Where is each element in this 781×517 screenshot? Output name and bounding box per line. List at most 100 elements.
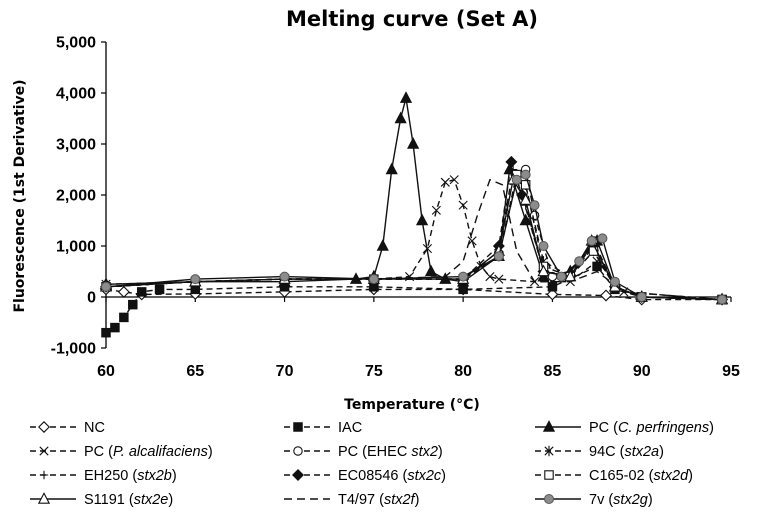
legend-label: NC — [84, 420, 105, 436]
data-point — [128, 299, 138, 310]
data-point — [511, 174, 522, 185]
data-point — [440, 177, 450, 187]
legend-marker — [292, 469, 304, 481]
legend-item-c165-02-stx2d: C165-02 (stx2d) — [535, 468, 693, 484]
legend-item-eh250-stx2b: EH250 (stx2b) — [30, 468, 177, 484]
y-tick-label: 5,000 — [56, 35, 96, 52]
y-tick-label: 0 — [87, 290, 96, 307]
data-point — [458, 200, 468, 210]
legend-label: S1191 (stx2e) — [84, 492, 173, 508]
series-pc-c-perfringens — [99, 91, 729, 305]
chart-title: Melting curve (Set A) — [286, 7, 538, 31]
data-point — [399, 91, 413, 103]
y-tick-label: 2,000 — [56, 188, 96, 205]
legend-label-italic: stx2d — [653, 468, 689, 484]
legend-label-suffix: ) — [208, 444, 213, 460]
data-point — [600, 289, 612, 302]
legend-marker — [293, 422, 303, 432]
data-point — [449, 175, 459, 185]
legend-label-italic: C. perfringens — [618, 420, 709, 436]
y-tick-label: -1,000 — [51, 341, 96, 358]
data-point — [547, 282, 558, 292]
legend-label-suffix: ) — [438, 444, 443, 460]
series-layer — [99, 91, 729, 338]
legend-label-main: NC — [84, 420, 105, 436]
data-point — [485, 272, 495, 282]
legend-label: T4/97 (stx2f) — [338, 492, 419, 508]
data-point — [609, 276, 620, 287]
legend-label-italic: stx2 — [411, 444, 438, 460]
legend-item-s1191-stx2e: S1191 (stx2e) — [30, 492, 173, 508]
legend: NC IAC PC (C. perfringens)PC (P. alcalifac… — [30, 420, 714, 508]
x-tick-label: 65 — [186, 363, 204, 380]
series-s1191-stx2e — [99, 172, 729, 305]
data-point — [537, 264, 550, 277]
x-tick-label: 60 — [97, 363, 115, 380]
legend-marker — [544, 494, 554, 504]
legend-label: EC08546 (stx2c) — [338, 468, 446, 484]
x-tick-label: 75 — [365, 363, 383, 380]
legend-item-pc-p-alcalifaciens: PC (P. alcalifaciens) — [30, 444, 213, 460]
legend-label: 7v (stx2g) — [589, 492, 653, 508]
legend-item-94c-stx2a: 94C (stx2a) — [535, 444, 664, 460]
legend-label-main: PC ( — [84, 444, 113, 460]
legend-label-italic: stx2c — [407, 468, 442, 484]
x-tick-label: 70 — [276, 363, 294, 380]
legend-label-suffix: ) — [441, 468, 446, 484]
legend-label-italic: stx2f — [384, 492, 417, 508]
series-line — [105, 265, 723, 334]
data-point — [493, 251, 504, 262]
legend-label-italic: P. alcalifaciens — [113, 444, 208, 460]
legend-item-iac: IAC — [284, 420, 362, 436]
x-tick-label: 85 — [544, 363, 562, 380]
legend-marker — [544, 470, 554, 480]
legend-marker — [39, 470, 49, 480]
legend-label-suffix: ) — [659, 444, 664, 460]
data-point — [154, 284, 165, 295]
data-point — [394, 111, 407, 124]
data-point — [415, 213, 429, 226]
legend-marker — [542, 420, 556, 432]
data-point — [385, 162, 398, 175]
legend-item-ec08546-stx2c: EC08546 (stx2c) — [284, 468, 446, 484]
data-point — [519, 193, 532, 205]
legend-label: PC (EHEC stx2) — [338, 444, 443, 460]
data-point — [110, 322, 120, 333]
legend-label: PC (P. alcalifaciens) — [84, 444, 213, 460]
legend-label-main: 94C ( — [589, 444, 625, 460]
legend-label-main: T4/97 ( — [338, 492, 384, 508]
legend-item-pc-ehec-stx2: PC (EHEC stx2) — [284, 444, 443, 460]
legend-label-italic: stx2g — [613, 492, 648, 508]
legend-label-main: 7v ( — [589, 492, 613, 508]
data-point — [574, 256, 585, 267]
data-point — [458, 271, 469, 282]
legend-label: 94C (stx2a) — [589, 444, 664, 460]
series-t4-97-stx2f — [105, 179, 723, 301]
data-point — [431, 205, 441, 215]
legend-label-suffix: ) — [648, 492, 653, 508]
data-point — [520, 180, 531, 190]
legend-label-suffix: ) — [688, 468, 693, 484]
legend-label-main: IAC — [338, 420, 362, 436]
legend-marker — [293, 446, 303, 456]
y-tick-label: 4,000 — [56, 86, 96, 103]
plot-axes: -1,000 0 1,000 2,000 3,000 4,000 5,000 60 65 70 75… — [51, 35, 740, 381]
data-point — [556, 271, 567, 282]
legend-item-pc-c-perfringens: PC (C. perfringens) — [535, 420, 714, 436]
data-point — [519, 213, 532, 226]
data-point — [368, 274, 379, 285]
legend-label-main: PC ( — [589, 420, 618, 436]
x-tick-label: 95 — [722, 363, 740, 380]
legend-marker — [37, 492, 51, 504]
data-point — [101, 327, 111, 338]
x-tick-label: 90 — [633, 363, 651, 380]
legend-label-suffix: ) — [172, 468, 177, 484]
series-7v-stx2g — [101, 169, 728, 305]
legend-label-main: S1191 ( — [84, 492, 134, 508]
data-point — [422, 243, 433, 254]
data-point — [119, 312, 129, 323]
legend-marker — [39, 446, 49, 456]
data-point — [538, 241, 549, 251]
x-tick-label: 80 — [454, 363, 472, 380]
